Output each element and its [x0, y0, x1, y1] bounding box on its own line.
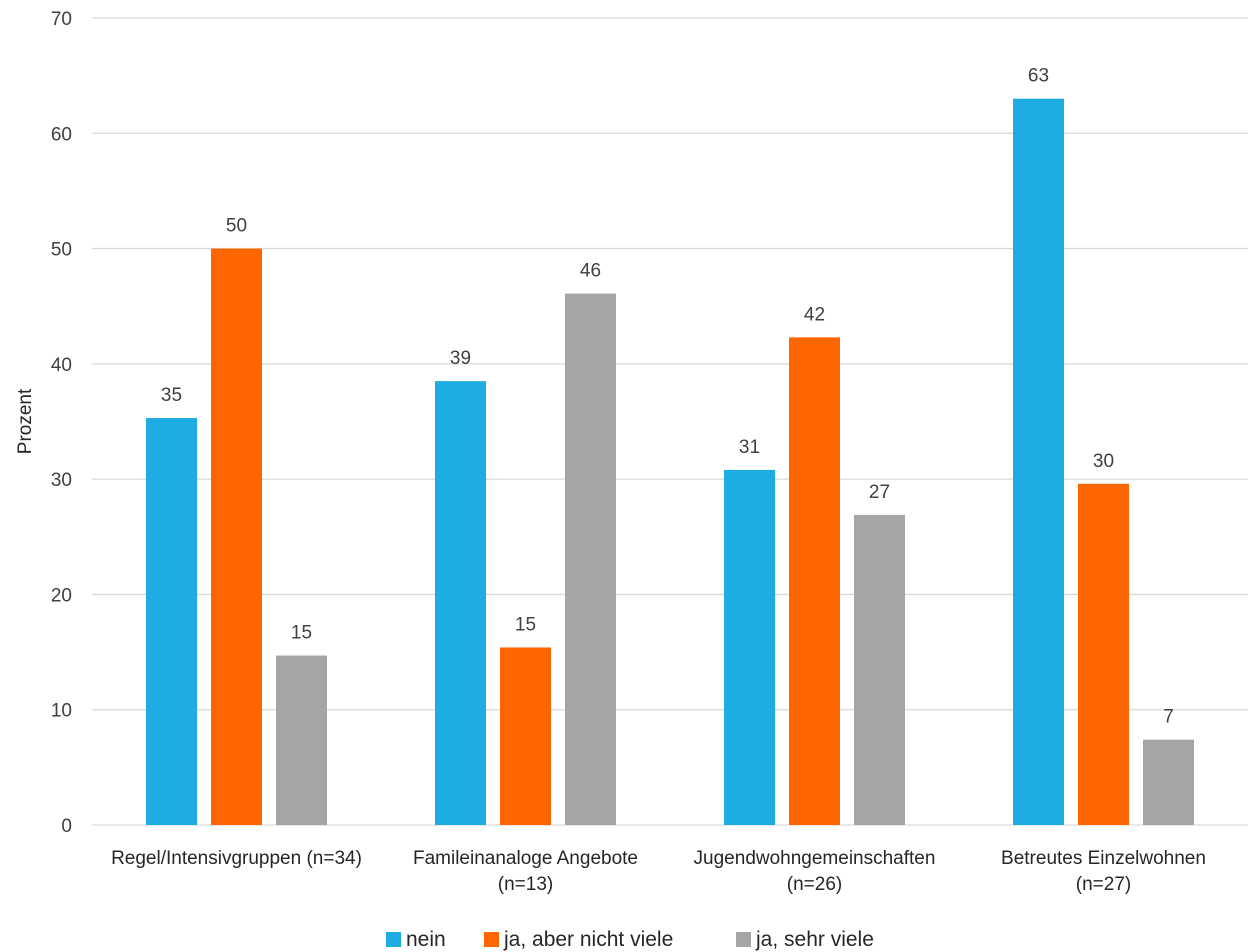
y-tick-label: 0: [61, 816, 72, 837]
legend-label: nein: [406, 928, 446, 951]
legend-label: ja, aber nicht viele: [503, 928, 673, 951]
category-label: Regel/Intensivgruppen (n=34): [111, 848, 362, 869]
category-label: (n=26): [787, 874, 842, 895]
data-labels: 35 50 15 39 15 46 31 42 27 63 30 7: [161, 66, 1174, 728]
category-labels: Regel/Intensivgruppen (n=34) Famileinanal…: [111, 848, 1206, 895]
category-label: (n=27): [1076, 874, 1131, 895]
bar-1-3: [724, 469, 775, 825]
data-label: 31: [739, 437, 760, 458]
bar-2-2: [500, 647, 551, 825]
data-label: 39: [450, 348, 471, 369]
data-label: 27: [869, 482, 890, 503]
bar-2-3: [789, 337, 840, 825]
category-label: (n=13): [498, 874, 553, 895]
legend-label: ja, sehr viele: [755, 928, 874, 951]
data-label: 46: [580, 261, 601, 282]
category-label: Jugendwohngemeinschaften: [694, 848, 936, 869]
bar-1-1: [146, 418, 197, 825]
y-tick-label: 50: [51, 240, 72, 261]
y-tick-label: 60: [51, 124, 72, 145]
bars: [146, 98, 1194, 826]
legend-swatch: [736, 932, 751, 947]
bar-3-2: [565, 293, 616, 826]
bar-3-4: [1143, 739, 1194, 825]
legend-swatch: [386, 932, 401, 947]
y-tick-label: 20: [51, 585, 72, 606]
data-label: 50: [226, 216, 247, 237]
data-label: 15: [291, 623, 312, 644]
data-label: 30: [1093, 451, 1114, 472]
data-label: 7: [1163, 707, 1174, 728]
bar-1-2: [435, 381, 486, 825]
y-tick-label: 40: [51, 355, 72, 376]
bar-3-3: [854, 514, 905, 825]
bar-3-1: [276, 655, 327, 825]
bar-2-1: [211, 248, 262, 826]
data-label: 42: [804, 304, 825, 325]
bar-1-4: [1013, 98, 1064, 825]
bar-2-4: [1078, 483, 1129, 825]
y-axis-ticks: 0 10 20 30 40 50 60 70: [51, 9, 72, 837]
legend: nein ja, aber nicht viele ja, sehr viele: [386, 928, 874, 951]
y-tick-label: 30: [51, 470, 72, 491]
data-label: 63: [1028, 66, 1049, 87]
y-tick-label: 70: [51, 9, 72, 30]
data-label: 35: [161, 385, 182, 406]
data-label: 15: [515, 614, 536, 635]
y-axis-title: Prozent: [15, 388, 36, 454]
y-tick-label: 10: [51, 701, 72, 722]
gridlines: [92, 17, 1248, 826]
category-label: Famileinanaloge Angebote: [413, 848, 638, 869]
legend-swatch: [484, 932, 499, 947]
category-label: Betreutes Einzelwohnen: [1001, 848, 1206, 869]
